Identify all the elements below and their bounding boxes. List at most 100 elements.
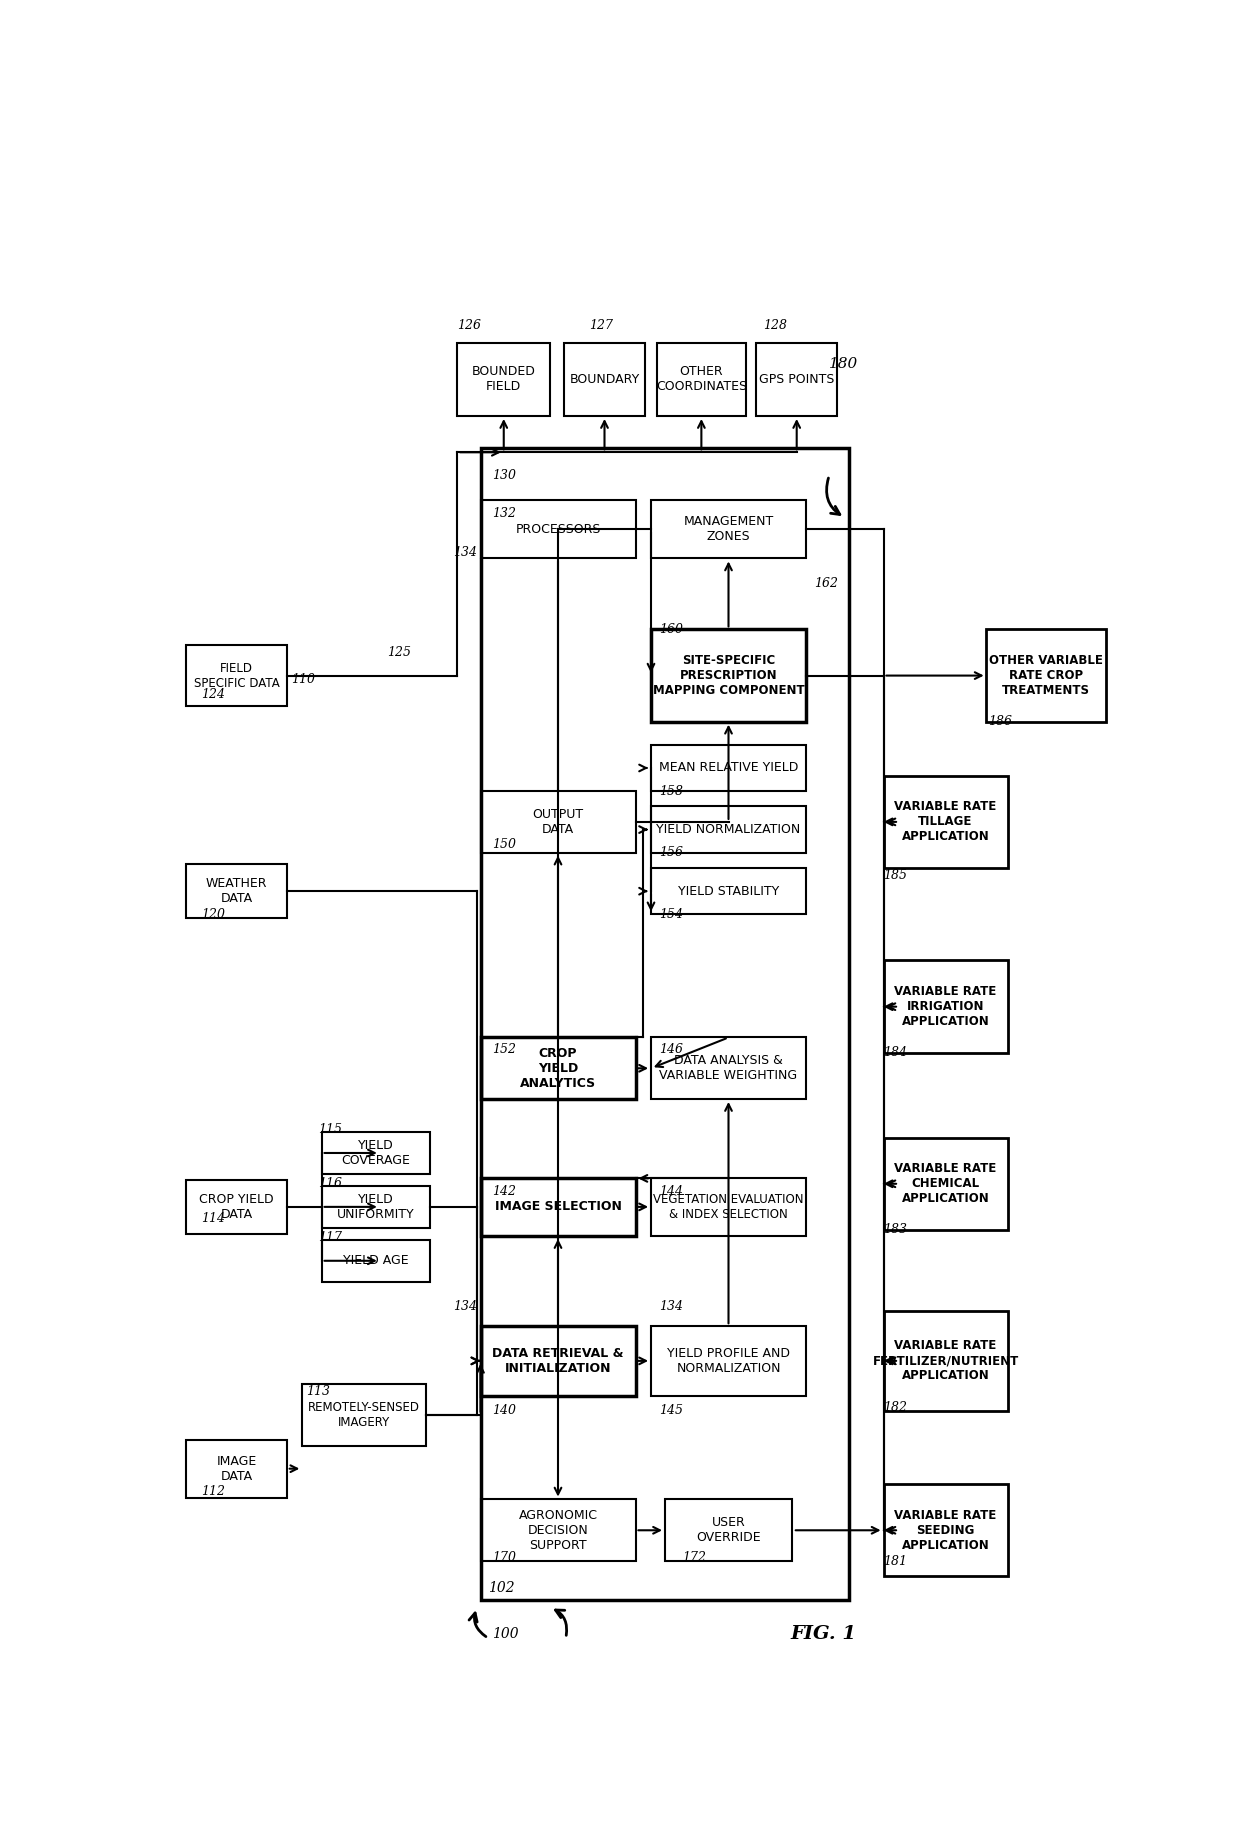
Bar [321, 1239, 430, 1282]
Text: 142: 142 [492, 1186, 516, 1199]
Text: CROP YIELD
DATA: CROP YIELD DATA [200, 1193, 274, 1221]
Text: 100: 100 [492, 1626, 518, 1641]
Bar [303, 1385, 427, 1446]
Bar [458, 343, 551, 415]
Text: DATA RETRIEVAL &
INITIALIZATION: DATA RETRIEVAL & INITIALIZATION [492, 1346, 624, 1376]
Text: CROP
YIELD
ANALYTICS: CROP YIELD ANALYTICS [520, 1047, 596, 1090]
Text: 134: 134 [454, 546, 477, 559]
Text: OTHER VARIABLE
RATE CROP
TREATMENTS: OTHER VARIABLE RATE CROP TREATMENTS [990, 655, 1104, 697]
Text: YIELD PROFILE AND
NORMALIZATION: YIELD PROFILE AND NORMALIZATION [667, 1346, 790, 1376]
Text: SITE-SPECIFIC
PRESCRIPTION
MAPPING COMPONENT: SITE-SPECIFIC PRESCRIPTION MAPPING COMPO… [652, 655, 805, 697]
Bar [186, 1440, 286, 1497]
Text: 152: 152 [492, 1042, 516, 1055]
Text: 146: 146 [658, 1042, 683, 1055]
Text: OTHER
COORDINATES: OTHER COORDINATES [656, 365, 746, 393]
Text: VEGETATION EVALUATION
& INDEX SELECTION: VEGETATION EVALUATION & INDEX SELECTION [653, 1193, 804, 1221]
Text: GPS POINTS: GPS POINTS [759, 372, 835, 385]
Text: VARIABLE RATE
CHEMICAL
APPLICATION: VARIABLE RATE CHEMICAL APPLICATION [894, 1162, 997, 1206]
Text: VARIABLE RATE
SEEDING
APPLICATION: VARIABLE RATE SEEDING APPLICATION [894, 1508, 997, 1553]
Text: FIG. 1: FIG. 1 [791, 1625, 857, 1643]
Text: 182: 182 [883, 1401, 908, 1414]
Bar [481, 1178, 635, 1235]
Bar [481, 1499, 635, 1562]
Bar [481, 1326, 635, 1396]
Text: 145: 145 [658, 1405, 683, 1418]
Text: WEATHER
DATA: WEATHER DATA [206, 878, 267, 905]
Text: DATA ANALYSIS &
VARIABLE WEIGHTING: DATA ANALYSIS & VARIABLE WEIGHTING [660, 1055, 797, 1082]
Bar [651, 1326, 806, 1396]
Text: 184: 184 [883, 1046, 908, 1060]
Text: 170: 170 [492, 1551, 516, 1564]
Text: 127: 127 [589, 319, 613, 332]
Text: 125: 125 [387, 645, 412, 658]
Text: 120: 120 [201, 907, 226, 920]
Text: 186: 186 [988, 715, 1012, 728]
Bar [651, 745, 806, 791]
Text: 180: 180 [830, 356, 858, 371]
Text: YIELD AGE: YIELD AGE [343, 1254, 409, 1267]
Bar [321, 1186, 430, 1228]
Text: BOUNDARY: BOUNDARY [569, 372, 640, 385]
Bar [481, 448, 848, 1599]
Bar [481, 500, 635, 559]
Text: 113: 113 [306, 1385, 330, 1398]
Text: YIELD NORMALIZATION: YIELD NORMALIZATION [656, 822, 801, 835]
Text: 128: 128 [764, 319, 787, 332]
Bar [651, 500, 806, 559]
Text: 132: 132 [492, 507, 516, 520]
Text: AGRONOMIC
DECISION
SUPPORT: AGRONOMIC DECISION SUPPORT [518, 1508, 598, 1553]
Text: REMOTELY-SENSED
IMAGERY: REMOTELY-SENSED IMAGERY [309, 1401, 420, 1429]
Text: FIELD
SPECIFIC DATA: FIELD SPECIFIC DATA [193, 662, 279, 690]
Bar [986, 629, 1106, 721]
Bar [651, 629, 806, 721]
Text: YIELD
COVERAGE: YIELD COVERAGE [341, 1140, 410, 1167]
Text: MEAN RELATIVE YIELD: MEAN RELATIVE YIELD [658, 762, 799, 774]
Text: 158: 158 [658, 784, 683, 798]
Text: YIELD STABILITY: YIELD STABILITY [678, 885, 779, 898]
Text: 134: 134 [454, 1300, 477, 1313]
Text: 102: 102 [489, 1580, 515, 1595]
Text: 117: 117 [317, 1232, 342, 1245]
Text: PROCESSORS: PROCESSORS [516, 524, 600, 537]
Bar [186, 1180, 286, 1234]
Bar [186, 865, 286, 918]
Text: 134: 134 [658, 1300, 683, 1313]
Bar [481, 791, 635, 852]
Text: 156: 156 [658, 846, 683, 859]
Text: 181: 181 [883, 1554, 908, 1567]
Text: 110: 110 [290, 673, 315, 686]
Text: IMAGE
DATA: IMAGE DATA [216, 1455, 257, 1483]
Text: 154: 154 [658, 907, 683, 920]
Text: YIELD
UNIFORMITY: YIELD UNIFORMITY [337, 1193, 414, 1221]
Bar [564, 343, 645, 415]
Bar [665, 1499, 792, 1562]
Text: OUTPUT
DATA: OUTPUT DATA [532, 808, 584, 835]
Text: 112: 112 [201, 1484, 226, 1499]
Bar [651, 806, 806, 852]
Text: 115: 115 [317, 1123, 342, 1136]
Bar [651, 1178, 806, 1235]
Bar [883, 961, 1007, 1053]
Text: 140: 140 [492, 1405, 516, 1418]
Text: VARIABLE RATE
FERTILIZER/NUTRIENT
APPLICATION: VARIABLE RATE FERTILIZER/NUTRIENT APPLIC… [873, 1339, 1018, 1383]
Bar [756, 343, 837, 415]
Text: BOUNDED
FIELD: BOUNDED FIELD [471, 365, 536, 393]
Text: 130: 130 [492, 468, 516, 481]
Text: 183: 183 [883, 1223, 908, 1237]
Bar [651, 869, 806, 915]
Text: 126: 126 [458, 319, 481, 332]
Text: 160: 160 [658, 623, 683, 636]
Text: VARIABLE RATE
TILLAGE
APPLICATION: VARIABLE RATE TILLAGE APPLICATION [894, 800, 997, 843]
Bar [883, 776, 1007, 869]
Text: 144: 144 [658, 1186, 683, 1199]
Bar [883, 1484, 1007, 1577]
Text: 150: 150 [492, 839, 516, 852]
Text: 172: 172 [682, 1551, 706, 1564]
Text: VARIABLE RATE
IRRIGATION
APPLICATION: VARIABLE RATE IRRIGATION APPLICATION [894, 985, 997, 1029]
Bar [481, 1038, 635, 1099]
Bar [657, 343, 746, 415]
Bar [321, 1132, 430, 1175]
Bar [186, 645, 286, 706]
Bar [651, 1038, 806, 1099]
Bar [883, 1138, 1007, 1230]
